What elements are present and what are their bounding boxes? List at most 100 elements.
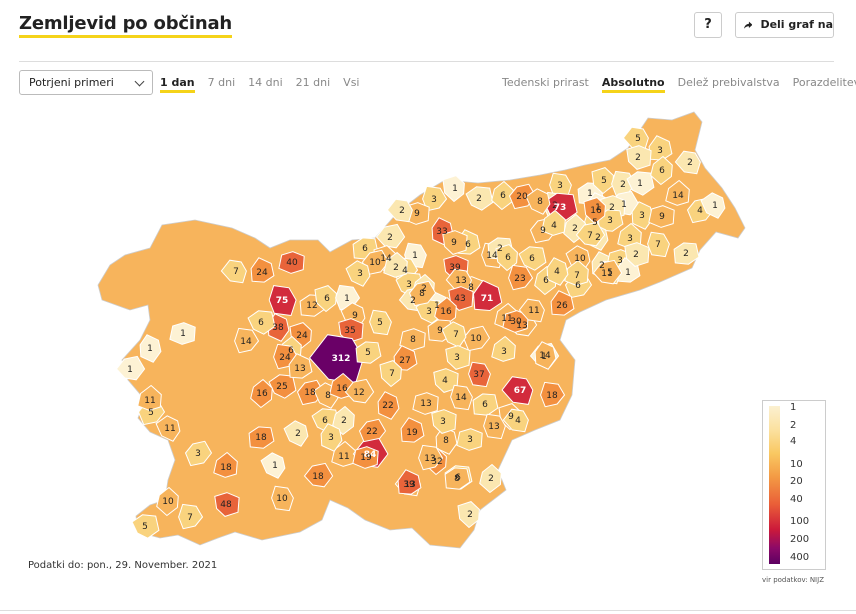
- municipality-region[interactable]: [647, 231, 670, 258]
- municipality-region[interactable]: [575, 221, 606, 247]
- municipality-region[interactable]: [591, 167, 614, 195]
- municipality-region[interactable]: [155, 415, 181, 442]
- tab-porazdelitev[interactable]: Porazdelitev: [792, 76, 856, 89]
- municipality-region[interactable]: [115, 355, 146, 381]
- municipality-region[interactable]: [648, 205, 675, 228]
- share-button[interactable]: Deli graf na: [735, 12, 834, 38]
- municipality-region[interactable]: [156, 486, 179, 517]
- municipality-region[interactable]: [213, 451, 238, 478]
- municipality-region[interactable]: [184, 440, 213, 467]
- municipality-region[interactable]: [408, 280, 437, 307]
- municipality-region[interactable]: [550, 290, 575, 316]
- municipality-region[interactable]: [674, 150, 701, 175]
- municipality-region[interactable]: [288, 353, 313, 379]
- municipality-region[interactable]: [472, 279, 503, 312]
- municipality-region[interactable]: [137, 384, 162, 411]
- municipality-region[interactable]: [250, 257, 275, 283]
- municipality-region[interactable]: [450, 384, 473, 411]
- municipality-region[interactable]: [383, 251, 408, 278]
- tab-delez-prebivalstva[interactable]: Delež prebivalstva: [677, 76, 780, 89]
- municipality-region[interactable]: [247, 310, 276, 335]
- municipality-region[interactable]: [332, 405, 355, 436]
- municipality-region[interactable]: [375, 223, 406, 249]
- municipality-region[interactable]: [626, 171, 655, 196]
- municipality-region[interactable]: [564, 259, 589, 286]
- municipality-region[interactable]: [442, 175, 465, 203]
- municipality-region[interactable]: [296, 379, 325, 406]
- municipality-region[interactable]: [220, 259, 247, 284]
- municipality-region[interactable]: [433, 368, 459, 393]
- municipality-region[interactable]: [303, 462, 334, 488]
- municipality-region[interactable]: [234, 327, 260, 354]
- municipality-region[interactable]: [495, 244, 518, 272]
- municipality-region[interactable]: [386, 198, 413, 223]
- municipality-region[interactable]: [546, 257, 569, 286]
- metric-select[interactable]: Potrjeni primeri: [19, 70, 153, 95]
- municipality-region[interactable]: [457, 501, 480, 529]
- municipality-region[interactable]: [700, 192, 726, 219]
- municipality-region[interactable]: [592, 259, 623, 285]
- tab-14-dni[interactable]: 14 dni: [248, 76, 283, 89]
- tab-vsi[interactable]: Vsi: [343, 76, 360, 89]
- municipality-region[interactable]: [418, 444, 444, 471]
- municipality-region[interactable]: [465, 186, 494, 211]
- municipality-region[interactable]: [283, 420, 309, 447]
- municipality-region[interactable]: [444, 467, 471, 490]
- municipality-region[interactable]: [344, 378, 375, 404]
- municipality-region[interactable]: [361, 249, 390, 276]
- municipality-region[interactable]: [626, 145, 652, 170]
- municipality-region[interactable]: [442, 230, 468, 255]
- municipality-region[interactable]: [400, 417, 425, 443]
- municipality-region[interactable]: [456, 428, 483, 451]
- municipality-region[interactable]: [271, 485, 294, 512]
- municipality-region[interactable]: [468, 361, 491, 388]
- municipality-region[interactable]: [445, 345, 471, 370]
- municipality-region[interactable]: [631, 201, 654, 230]
- municipality-region[interactable]: [501, 376, 534, 405]
- municipality-region[interactable]: [479, 463, 502, 494]
- municipality-region[interactable]: [508, 264, 534, 291]
- municipality-region[interactable]: [352, 446, 379, 469]
- municipality-region[interactable]: [278, 251, 305, 274]
- municipality-region[interactable]: [673, 242, 700, 265]
- tab-tedenski-prirast[interactable]: Tedenski prirast: [502, 76, 589, 89]
- municipality-region[interactable]: [250, 378, 273, 409]
- municipality-region[interactable]: [518, 298, 545, 323]
- municipality-region[interactable]: [518, 246, 547, 271]
- municipality-region[interactable]: [131, 514, 160, 539]
- municipality-region[interactable]: [139, 334, 162, 363]
- municipality-region[interactable]: [431, 409, 457, 434]
- municipality-region[interactable]: [502, 408, 529, 433]
- tab-21-dni[interactable]: 21 dni: [295, 76, 331, 89]
- municipality-region[interactable]: [314, 285, 337, 313]
- municipality-region[interactable]: [248, 426, 275, 449]
- municipality-region[interactable]: [483, 413, 506, 440]
- tab-absolutno[interactable]: Absolutno: [601, 76, 665, 93]
- municipality-region[interactable]: [435, 426, 458, 455]
- municipality-region[interactable]: [397, 469, 422, 495]
- municipality-region[interactable]: [169, 322, 196, 345]
- municipality-region[interactable]: [491, 335, 516, 362]
- municipality-region[interactable]: [320, 423, 343, 452]
- municipality-region[interactable]: [412, 392, 439, 415]
- tab-7-dni[interactable]: 7 dni: [207, 76, 236, 89]
- municipality-region[interactable]: [393, 345, 418, 371]
- municipality-region[interactable]: [540, 381, 566, 408]
- municipality-region[interactable]: [369, 309, 392, 336]
- municipality-region[interactable]: [268, 285, 297, 317]
- municipality-region[interactable]: [260, 452, 286, 479]
- help-button[interactable]: ?: [694, 12, 722, 38]
- municipality-region[interactable]: [379, 360, 402, 388]
- municipality-region[interactable]: [541, 209, 566, 236]
- municipality-region[interactable]: [525, 188, 551, 215]
- municipality-region[interactable]: [422, 185, 448, 212]
- municipality-region[interactable]: [178, 503, 204, 530]
- municipality-region[interactable]: [355, 341, 382, 364]
- municipality-region[interactable]: [214, 492, 240, 517]
- municipality-region[interactable]: [491, 180, 514, 211]
- tab-1-dan[interactable]: 1 dan: [160, 76, 195, 93]
- municipality-region[interactable]: [665, 179, 690, 206]
- municipality-region[interactable]: [377, 391, 400, 420]
- municipality-region[interactable]: [534, 341, 557, 370]
- municipality-region[interactable]: [650, 155, 673, 186]
